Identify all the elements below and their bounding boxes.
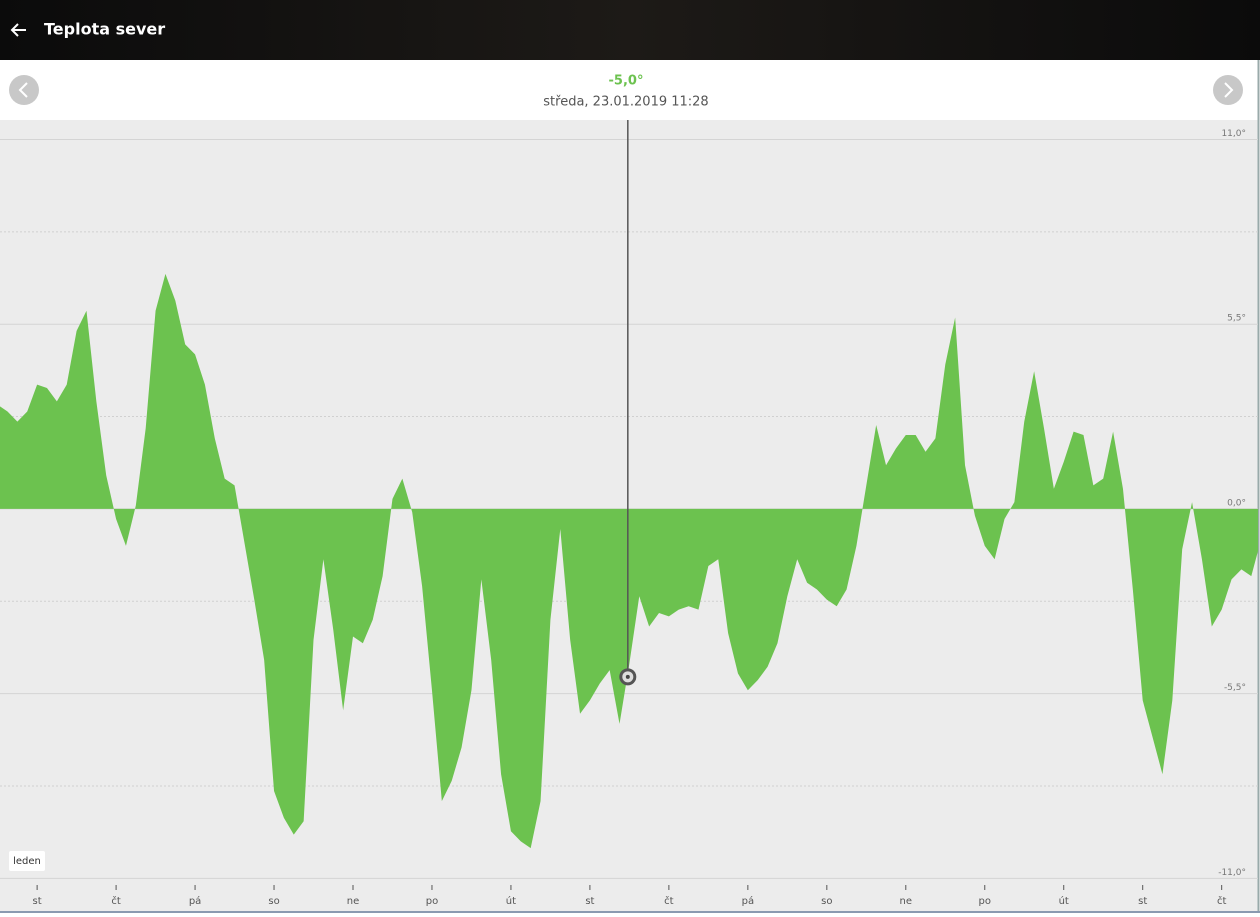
y-tick-label: 0,0°	[1227, 498, 1246, 508]
x-tick-label: po	[426, 896, 438, 907]
next-circle	[1213, 75, 1243, 105]
next-chevron	[1224, 82, 1234, 98]
annotation-box	[9, 851, 45, 871]
y-tick-label: 11,0°	[1221, 129, 1246, 139]
info-bar	[0, 60, 1260, 120]
x-tick-label: čt	[664, 895, 673, 907]
x-tick-label: pá	[742, 895, 754, 907]
cursor-dot	[625, 674, 630, 679]
axes: 11,0° 5,5° 0,0° -5,5° -11,0° st čt pá so ne po út st…	[33, 129, 1246, 907]
prev-chevron	[18, 82, 28, 98]
header-bar	[0, 0, 1260, 60]
x-tick-label: ne	[347, 896, 360, 907]
x-tick-label: so	[268, 896, 279, 907]
x-tick-label: st	[33, 896, 42, 907]
y-tick-label: -11,0°	[1218, 868, 1246, 878]
x-tick-label: po	[979, 896, 991, 907]
x-tick-label: pá	[189, 895, 201, 907]
x-tick-label: st	[1138, 896, 1147, 907]
x-tick-label: st	[585, 896, 594, 907]
x-tick-label: čt	[111, 895, 120, 907]
x-tick-label: čt	[1217, 895, 1226, 907]
prev-circle	[9, 75, 39, 105]
plot	[0, 120, 1258, 849]
x-tick-label: ne	[900, 896, 913, 907]
prev-button[interactable]	[9, 75, 39, 105]
next-button[interactable]	[1213, 75, 1243, 105]
selected-value: -5,0°	[609, 74, 644, 89]
back-button[interactable]	[10, 23, 26, 37]
y-tick-label: 5,5°	[1227, 314, 1246, 324]
x-tick-label: út	[506, 895, 516, 907]
x-tick-label: út	[1059, 895, 1069, 907]
period-label: leden	[13, 856, 41, 867]
temperature-area	[0, 273, 1258, 849]
header-title: Teplota sever	[44, 20, 165, 39]
x-tick-label: so	[821, 896, 832, 907]
y-tick-label: -5,5°	[1224, 683, 1246, 693]
selected-date: středa, 23.01.2019 11:28	[543, 95, 708, 110]
